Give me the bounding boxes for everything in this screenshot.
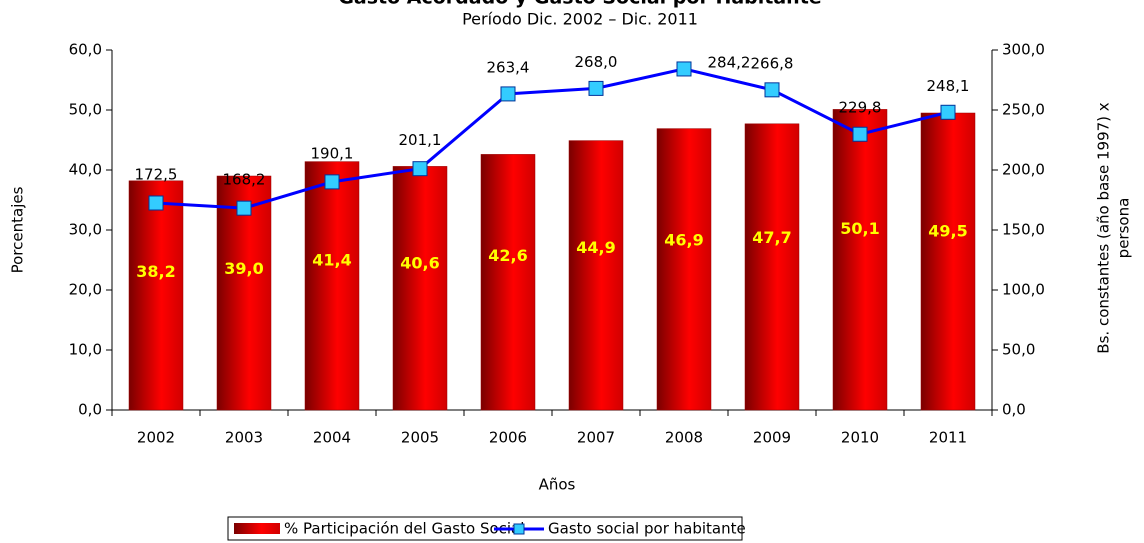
y-tick-label: 10,0 (69, 341, 102, 359)
line-marker (500, 86, 516, 102)
bar (392, 166, 448, 411)
line-marker (324, 174, 340, 190)
y2-tick-label: 100,0 (1002, 281, 1045, 299)
y2-tick-label: 50,0 (1002, 341, 1035, 359)
bar (832, 109, 888, 411)
line-value-label: 190,1 (311, 144, 354, 162)
line-value-label: 172,5 (135, 166, 178, 184)
line-value-label: 168,2 (223, 171, 266, 189)
y2-tick-label: 250,0 (1002, 101, 1045, 119)
bar-value-label: 50,1 (840, 219, 879, 238)
x-tick-label: 2003 (225, 429, 263, 447)
legend-box (227, 516, 743, 541)
bar-value-label: 39,0 (224, 259, 263, 278)
line-value-label: 266,8 (751, 54, 794, 72)
y-tick-label: 30,0 (69, 221, 102, 239)
line-marker (852, 126, 868, 142)
line (155, 67, 949, 210)
bar-value-label: 38,2 (136, 262, 175, 281)
y2-axis-title: Bs. constantes (año base 1997) x (1095, 102, 1113, 353)
line-marker (236, 200, 252, 216)
x-tick-label: 2004 (313, 429, 351, 447)
legend-marker (513, 523, 525, 535)
x-tick-label: 2009 (753, 429, 791, 447)
x-axis-title: Años (539, 476, 576, 494)
bar (656, 128, 712, 411)
legend-label: Gasto social por habitante (548, 520, 746, 538)
bar-value-label: 46,9 (664, 231, 703, 250)
y-tick-label: 40,0 (69, 161, 102, 179)
line-value-label: 229,8 (839, 99, 882, 117)
line-marker (588, 80, 604, 96)
legend-label: % Participación del Gasto Social (284, 520, 524, 538)
legend-swatch (234, 523, 280, 534)
line-value-label: 268,0 (575, 53, 618, 71)
y2-tick-label: 150,0 (1002, 221, 1045, 239)
line-marker (764, 82, 780, 98)
line-marker (676, 61, 692, 77)
bar (920, 112, 976, 411)
line-marker (940, 104, 956, 120)
bar (128, 180, 184, 411)
bar-value-label: 49,5 (928, 221, 967, 240)
bar-value-label: 44,9 (576, 238, 615, 257)
bar (568, 140, 624, 411)
y2-axis-title: persona (1115, 198, 1133, 259)
y-tick-label: 50,0 (69, 101, 102, 119)
y2-tick-label: 300,0 (1002, 41, 1045, 59)
chart-subtitle: Período Dic. 2002 – Dic. 2011 (462, 10, 698, 29)
bar (480, 154, 536, 411)
y-tick-label: 20,0 (69, 281, 102, 299)
y2-tick-label: 0,0 (1002, 401, 1026, 419)
bar (304, 161, 360, 411)
bar (744, 123, 800, 411)
line-value-label: 263,4 (487, 58, 530, 76)
x-tick-label: 2002 (137, 429, 175, 447)
bar-value-label: 41,4 (312, 250, 351, 269)
x-tick-label: 2011 (929, 429, 967, 447)
bar-value-label: 42,6 (488, 246, 527, 265)
x-tick-label: 2010 (841, 429, 879, 447)
x-tick-label: 2005 (401, 429, 439, 447)
x-tick-label: 2007 (577, 429, 615, 447)
bar-value-label: 47,7 (752, 228, 791, 247)
y2-tick-label: 200,0 (1002, 161, 1045, 179)
line-marker (148, 195, 164, 211)
x-tick-label: 2006 (489, 429, 527, 447)
chart-title: Gasto Acordado y Gasto Social por Habita… (338, 0, 821, 9)
y-tick-label: 0,0 (78, 401, 102, 419)
x-tick-label: 2008 (665, 429, 703, 447)
line-value-label: 284,2 (708, 53, 751, 71)
y-tick-label: 60,0 (69, 41, 102, 59)
y-axis-title: Porcentajes (9, 186, 27, 273)
line-value-label: 201,1 (399, 131, 442, 149)
line-value-label: 248,1 (927, 77, 970, 95)
line-marker (412, 161, 428, 177)
bar-value-label: 40,6 (400, 253, 439, 272)
